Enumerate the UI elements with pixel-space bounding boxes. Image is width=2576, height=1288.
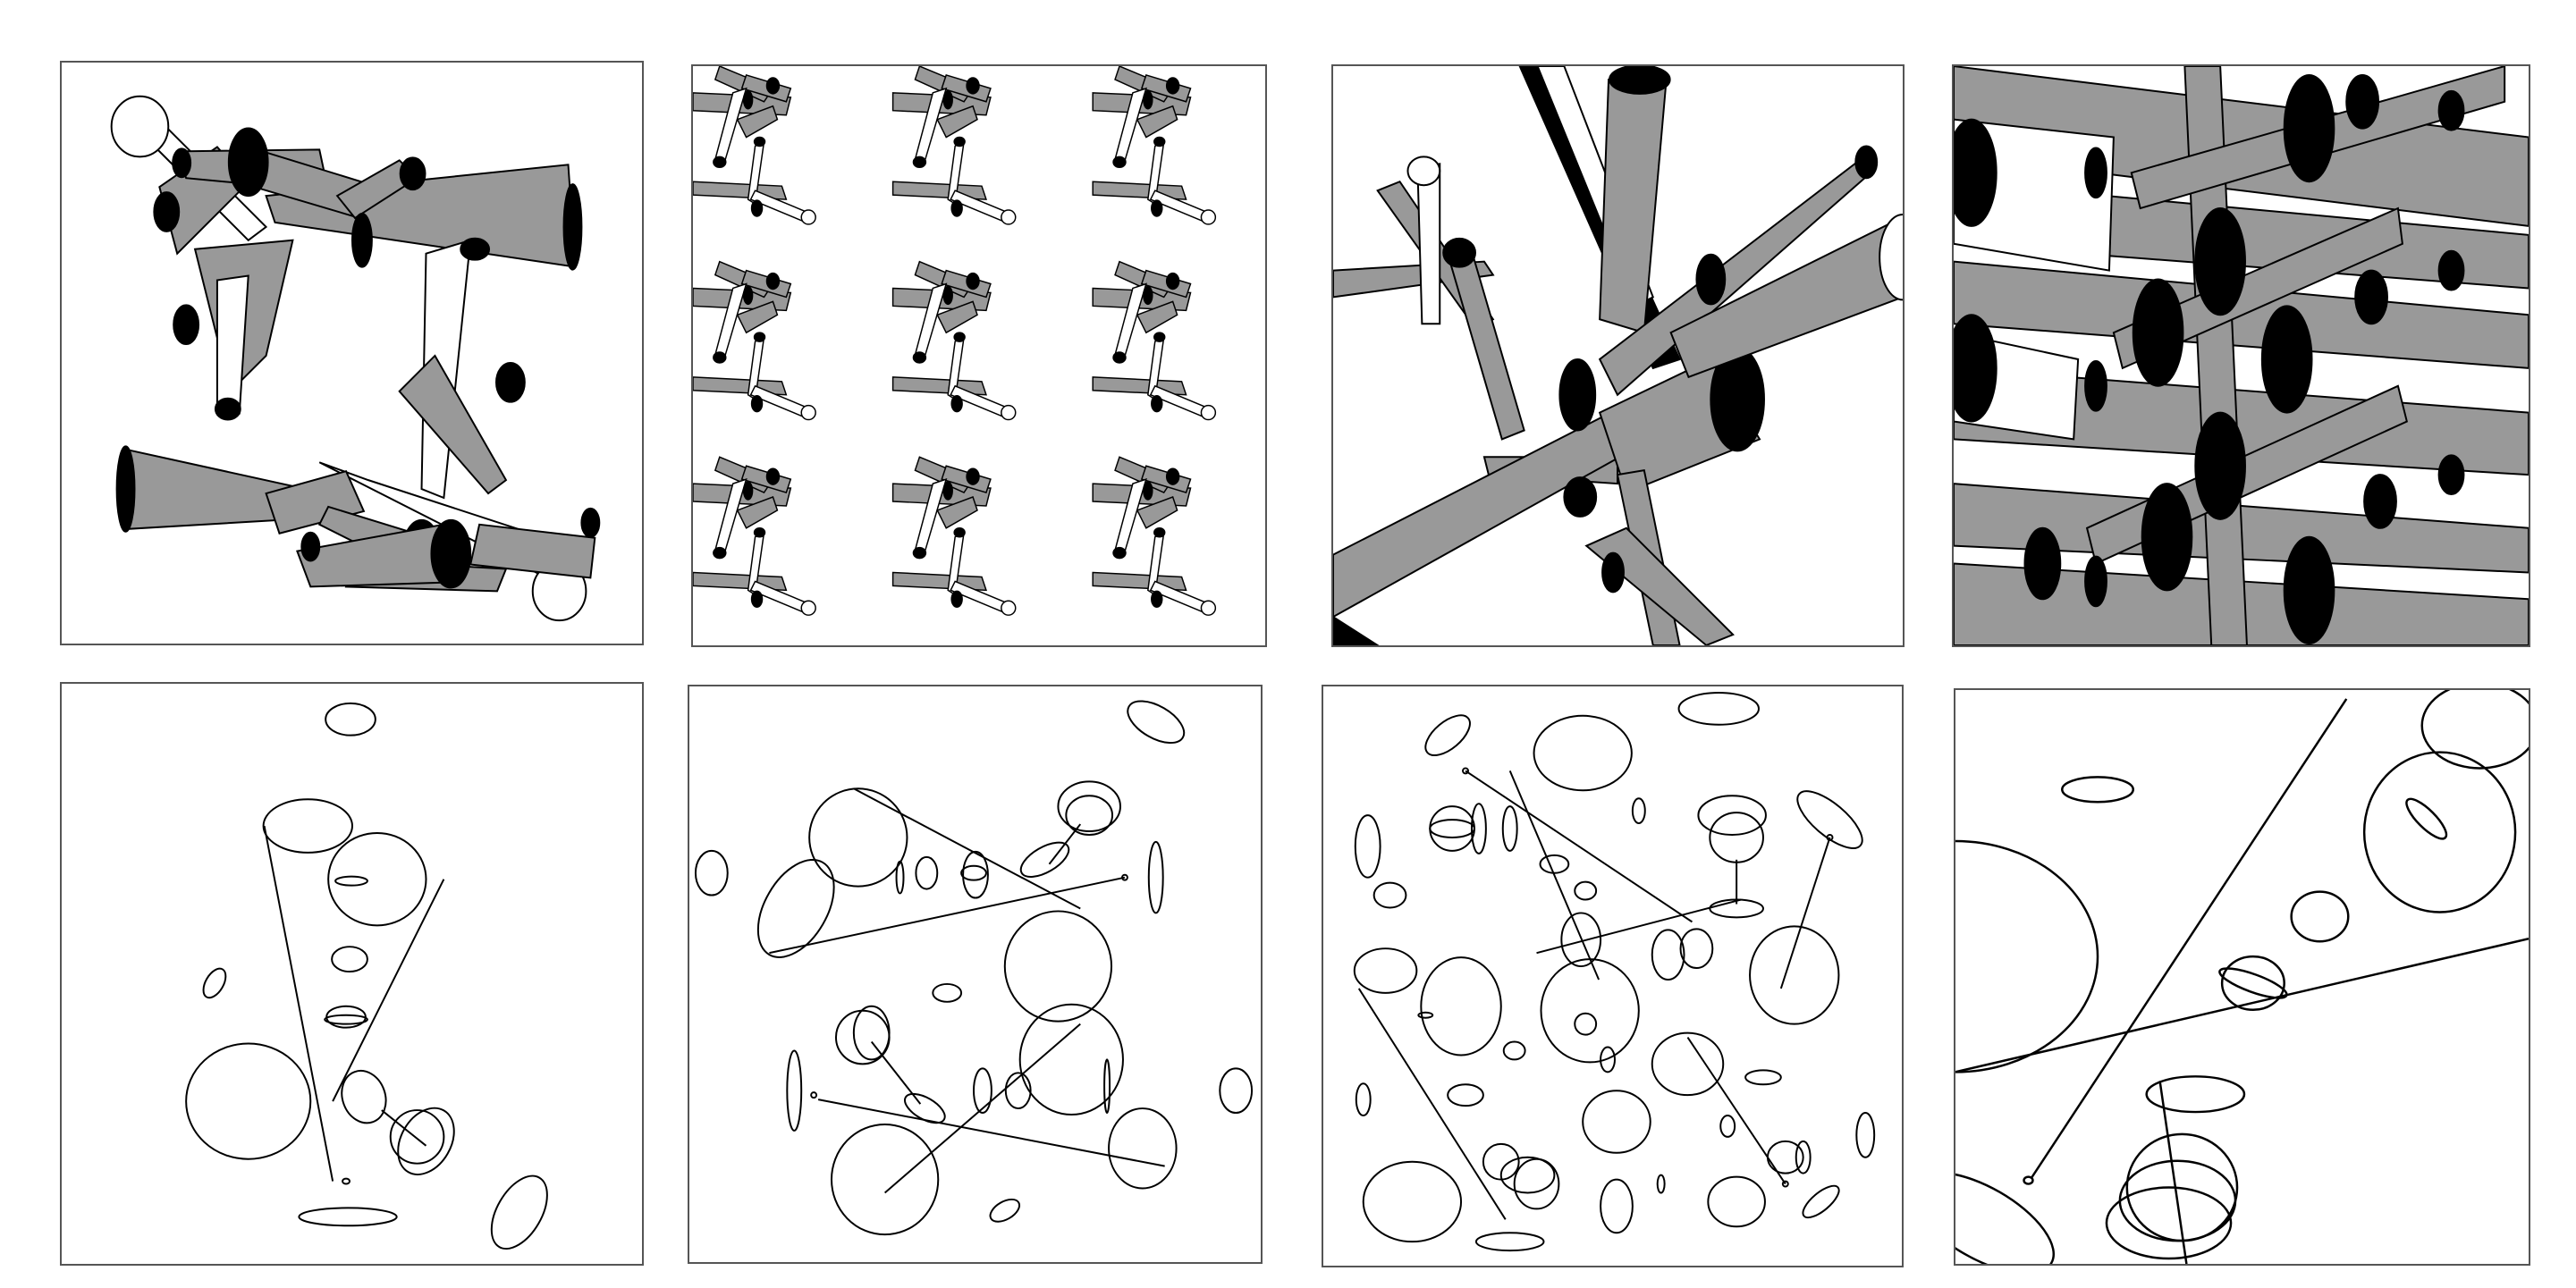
cylinder-cap bbox=[1609, 66, 1671, 95]
cylinder-body bbox=[1416, 163, 1441, 325]
render-canvas bbox=[1353, 691, 1876, 1252]
render-canvas bbox=[1955, 690, 2529, 1264]
panel-shaded-cylinders-2 bbox=[691, 64, 1267, 647]
cylinder-cap bbox=[580, 507, 601, 538]
cylinder-body bbox=[1599, 78, 1668, 334]
cylinder-cap bbox=[351, 212, 373, 268]
render-canvas bbox=[1333, 66, 1903, 645]
cylinder-body bbox=[1584, 526, 1735, 645]
tiled-grid bbox=[693, 66, 1217, 616]
render-canvas bbox=[694, 700, 1254, 1236]
cylinder-body bbox=[1447, 247, 1525, 441]
cylinder-body bbox=[398, 354, 508, 495]
cylinder-cap bbox=[110, 95, 170, 158]
cylinder-cap bbox=[300, 531, 321, 562]
cylinder-body bbox=[469, 523, 596, 579]
cylinder-cap bbox=[1601, 551, 1625, 593]
panel-shaded-cylinders-3 bbox=[1331, 64, 1905, 647]
cylinder-cluster-bottom bbox=[115, 237, 601, 622]
cylinder-cap bbox=[227, 127, 269, 198]
panel-shaded-cylinders-1 bbox=[60, 61, 644, 645]
cylinder-cap bbox=[1854, 145, 1879, 180]
cylinder-cap bbox=[172, 147, 192, 179]
cylinder-cap bbox=[460, 237, 491, 261]
cylinder-cap bbox=[495, 361, 526, 403]
render-canvas bbox=[1954, 66, 2529, 645]
cylinder-cap bbox=[115, 445, 136, 533]
cylinder-cap bbox=[153, 191, 181, 232]
panel-outline-ellipses-2 bbox=[688, 685, 1263, 1264]
panel-outline-ellipses-1 bbox=[60, 682, 644, 1266]
cylinder-cap bbox=[1879, 214, 1903, 301]
panel-shaded-cylinders-4 bbox=[1952, 64, 2530, 647]
cylinder-cluster-top bbox=[110, 95, 583, 421]
cylinder-cap bbox=[214, 397, 241, 421]
cylinder-cap bbox=[1406, 156, 1441, 187]
cylinder-body bbox=[215, 274, 249, 415]
cylinder-cap bbox=[173, 304, 200, 346]
cylinder-cap bbox=[1695, 253, 1727, 306]
cylinder-body bbox=[265, 469, 366, 535]
render-canvas bbox=[693, 66, 1217, 616]
cylinder-cap bbox=[1558, 358, 1597, 432]
render-canvas bbox=[185, 702, 548, 1250]
panel-outline-ellipses-3 bbox=[1322, 685, 1904, 1267]
panel-outline-ellipses-4 bbox=[1954, 688, 2530, 1266]
cylinder-cap bbox=[399, 156, 427, 191]
cylinder-body bbox=[1333, 615, 1380, 645]
render-canvas bbox=[110, 95, 601, 622]
cylinder-cap bbox=[1563, 476, 1598, 518]
cylinder-cap bbox=[562, 183, 583, 271]
cylinder-cap bbox=[430, 518, 472, 589]
cylinder-cap bbox=[1442, 237, 1476, 268]
cylinder-body bbox=[1669, 215, 1903, 379]
